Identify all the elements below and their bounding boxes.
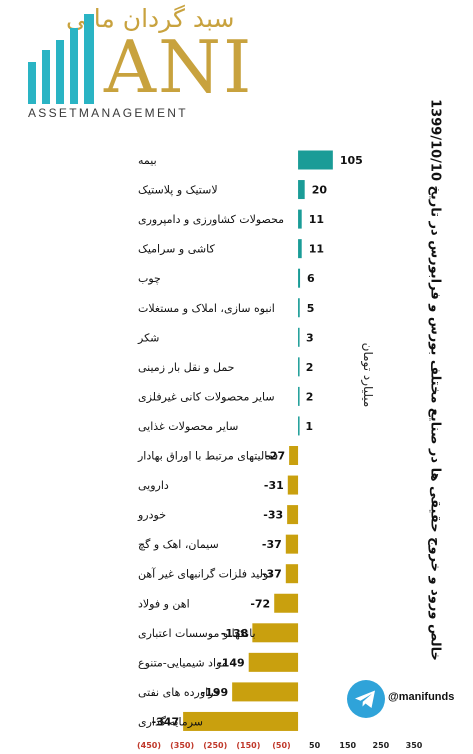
bar-10 xyxy=(289,446,299,465)
bar-13 xyxy=(285,534,299,554)
logo-wordmark: ANI xyxy=(104,25,254,109)
value-label-14: -37 xyxy=(262,568,282,581)
x-tick-label-5: 50 xyxy=(309,741,321,750)
value-label-0: 105 xyxy=(340,154,363,167)
logo-bar-3 xyxy=(56,40,64,104)
category-label-14: تولید فلزات گرانبهای غیر آهن xyxy=(138,567,272,581)
value-label-10: -27 xyxy=(265,450,285,463)
bar-9 xyxy=(298,416,300,436)
x-tick-label-8: 350 xyxy=(406,741,423,750)
bar-3 xyxy=(298,239,302,259)
bar-17 xyxy=(248,652,299,672)
logo-bar-5 xyxy=(84,14,94,104)
category-label-8: سایر محصولات کانی غیرفلزی xyxy=(138,390,275,403)
value-label-16: -138 xyxy=(221,627,249,640)
bar-0 xyxy=(298,150,333,170)
value-label-18: -199 xyxy=(201,686,229,699)
x-tick-label-0: (450) xyxy=(137,741,161,750)
bar-14 xyxy=(285,564,299,584)
value-label-7: 2 xyxy=(306,361,314,374)
category-label-0: بیمه xyxy=(138,154,157,167)
category-label-12: خودرو xyxy=(137,509,166,522)
value-label-8: 2 xyxy=(306,390,314,403)
bar-8 xyxy=(298,386,300,406)
category-label-17: مواد شیمیایی-متنوع xyxy=(138,656,228,669)
x-tick-label-4: (50) xyxy=(272,741,290,750)
logo-bar-1 xyxy=(28,62,36,104)
value-label-13: -37 xyxy=(262,538,282,551)
x-tick-label-1: (350) xyxy=(170,741,194,750)
bar-11 xyxy=(287,475,299,495)
bar-6 xyxy=(298,327,300,347)
bar-7 xyxy=(298,357,300,377)
category-label-5: انبوه سازی، املاک و مستغلات xyxy=(138,302,275,315)
value-label-3: 11 xyxy=(309,243,324,256)
value-label-1: 20 xyxy=(312,184,328,197)
bar-2 xyxy=(298,209,302,229)
category-label-7: حمل و نقل بار زمینی xyxy=(138,361,234,374)
category-label-16: بانکها و موسسات اعتباری xyxy=(138,627,256,640)
value-label-2: 11 xyxy=(309,213,324,226)
logo: سبد گردان مانی ANI ASSETMANAGEMENT xyxy=(0,0,473,130)
value-label-17: -149 xyxy=(217,656,245,669)
value-label-6: 3 xyxy=(306,331,314,344)
category-label-2: محصولات کشاورزی و دامپروری xyxy=(138,213,284,226)
bar-12 xyxy=(287,505,299,525)
x-tick-label-7: 250 xyxy=(373,741,390,750)
bar-16 xyxy=(252,623,299,643)
category-label-18: فراورده های نفتی xyxy=(138,686,220,699)
category-label-4: چوب xyxy=(138,272,161,285)
logo-bar-4 xyxy=(70,28,78,104)
category-label-9: سایر محصولات غذایی xyxy=(138,420,238,433)
bar-15 xyxy=(274,593,299,613)
value-label-12: -33 xyxy=(263,509,283,522)
x-tick-label-2: (250) xyxy=(203,741,227,750)
logo-bar-2 xyxy=(42,50,50,104)
value-label-11: -31 xyxy=(264,479,284,492)
category-label-19: سرمایه گذاری xyxy=(138,715,203,728)
bar-5 xyxy=(298,298,300,318)
logo-subtitle: ASSETMANAGEMENT xyxy=(28,106,188,120)
telegram-icon[interactable] xyxy=(346,679,386,719)
bar-19 xyxy=(183,711,299,731)
bar-4 xyxy=(298,268,301,288)
x-tick-label-6: 150 xyxy=(339,741,356,750)
x-tick-label-3: (150) xyxy=(236,741,260,750)
value-label-19: -347 xyxy=(152,715,180,728)
logo-brand-text: سبد گردان مانی xyxy=(66,4,235,33)
category-label-10: فعالیتهای مرتبط با اوراق بهادار xyxy=(137,450,278,463)
category-label-13: سیمان، اهک و گچ xyxy=(138,538,219,551)
value-label-5: 5 xyxy=(307,302,315,315)
category-label-11: دارویی xyxy=(138,479,169,492)
bar-18 xyxy=(232,682,299,702)
value-label-15: -72 xyxy=(250,597,270,610)
category-label-3: کاشی و سرامیک xyxy=(138,243,215,256)
value-label-9: 1 xyxy=(305,420,313,433)
telegram-handle[interactable]: @manifunds xyxy=(388,691,455,703)
value-label-4: 6 xyxy=(307,272,315,285)
category-label-6: شکر xyxy=(137,331,159,344)
bar-1 xyxy=(298,180,305,200)
category-label-15: اهن و فولاد xyxy=(138,597,190,610)
category-label-1: لاستیک و پلاستیک xyxy=(138,184,218,197)
